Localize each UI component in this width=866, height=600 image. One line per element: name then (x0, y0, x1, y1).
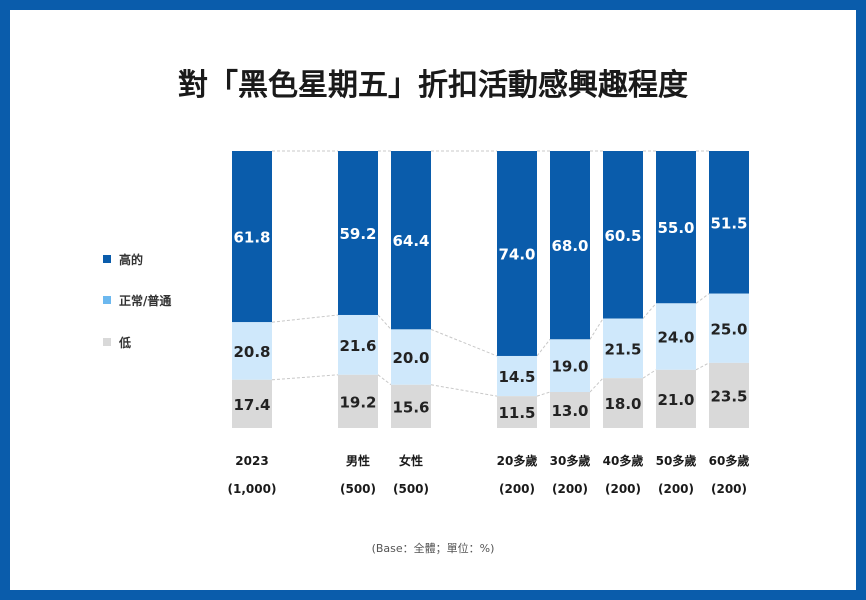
legend-swatch-high (103, 255, 111, 263)
bar-normal-7 (709, 293, 749, 363)
value-label-high-0: 61.8 (233, 229, 270, 247)
bar-high-2 (391, 151, 431, 330)
bar-high-7 (709, 151, 749, 294)
value-label-normal-6: 24.0 (657, 329, 694, 347)
bar-low-6 (656, 369, 696, 428)
connector-line (695, 293, 710, 304)
value-label-normal-4: 19.0 (551, 358, 588, 376)
legend-label-low: 低 (118, 335, 131, 350)
bar-low-7 (709, 362, 749, 428)
base-label-1: (500) (340, 482, 376, 496)
value-label-high-6: 55.0 (657, 219, 694, 237)
value-label-low-1: 19.2 (339, 393, 376, 411)
category-label-4: 30多歲 (550, 453, 591, 468)
bar-high-3 (497, 151, 537, 356)
connector-line (695, 362, 710, 371)
connector-line (589, 377, 604, 393)
category-label-0: 2023 (235, 454, 268, 468)
bars-group (232, 151, 749, 428)
bar-high-0 (232, 151, 272, 323)
legend-label-high: 高的 (119, 252, 143, 267)
bar-high-6 (656, 151, 696, 304)
value-label-normal-3: 14.5 (498, 368, 535, 386)
bar-normal-2 (391, 329, 431, 385)
bar-normal-5 (603, 318, 643, 379)
bar-low-2 (391, 384, 431, 428)
connector-line (271, 374, 339, 381)
value-label-high-1: 59.2 (339, 225, 376, 243)
category-label-7: 60多歲 (709, 453, 750, 468)
legend-swatch-normal (103, 296, 111, 304)
bar-low-4 (550, 391, 590, 428)
category-label-6: 50多歲 (656, 453, 697, 468)
connector-line (536, 391, 551, 397)
category-labels-group: 2023 (1,000) 男性 (500) 女性 (500) 20多歲 (200) 30多歲 (2… (228, 453, 750, 496)
connector-line (642, 303, 657, 319)
bar-high-5 (603, 151, 643, 319)
connector-line (642, 369, 657, 379)
value-label-low-3: 11.5 (498, 404, 535, 422)
bar-low-1 (338, 374, 378, 428)
value-label-low-6: 21.0 (657, 391, 694, 409)
legend-swatch-low (103, 338, 111, 346)
bar-normal-1 (338, 314, 378, 375)
connector-line (536, 339, 551, 357)
connector-lines (271, 150, 710, 397)
value-label-normal-0: 20.8 (233, 343, 270, 361)
connector-line (377, 314, 392, 330)
connector-line (430, 384, 498, 397)
value-label-low-4: 13.0 (551, 402, 588, 420)
base-label-0: (1,000) (228, 482, 277, 496)
value-label-normal-7: 25.0 (710, 320, 747, 338)
bar-high-1 (338, 151, 378, 315)
connector-line (430, 328, 498, 357)
value-label-normal-5: 21.5 (604, 340, 641, 358)
category-label-2: 女性 (399, 453, 423, 468)
category-label-3: 20多歲 (497, 453, 538, 468)
value-label-low-7: 23.5 (710, 387, 747, 405)
category-label-5: 40多歲 (603, 453, 644, 468)
bar-low-5 (603, 378, 643, 428)
legend: 高的 正常/普通 低 (103, 252, 171, 350)
bar-normal-6 (656, 303, 696, 370)
base-label-3: (200) (499, 482, 535, 496)
value-label-high-5: 60.5 (604, 227, 641, 245)
footnote: (Base：全體；單位：%) (372, 541, 495, 555)
value-label-normal-1: 21.6 (339, 337, 376, 355)
bar-normal-4 (550, 339, 590, 392)
connector-line (377, 374, 392, 386)
base-label-2: (500) (393, 482, 429, 496)
chart-title: 對「黑色星期五」折扣活動感興趣程度 (178, 68, 688, 103)
value-label-low-5: 18.0 (604, 395, 641, 413)
value-label-low-2: 15.6 (392, 398, 429, 416)
value-label-high-4: 68.0 (551, 237, 588, 255)
bar-normal-3 (497, 355, 537, 397)
bar-high-4 (550, 151, 590, 340)
value-labels-group: 61.8 20.8 17.4 59.2 21.6 19.2 64.4 20.0 15.6 74.0… (233, 214, 747, 422)
bar-low-0 (232, 379, 272, 428)
base-label-6: (200) (658, 482, 694, 496)
bar-low-3 (497, 396, 537, 428)
value-label-normal-2: 20.0 (392, 349, 429, 367)
connector-line (271, 314, 339, 323)
legend-label-normal: 正常/普通 (119, 293, 171, 308)
value-label-high-2: 64.4 (392, 232, 429, 250)
connector-line (589, 318, 604, 340)
base-label-5: (200) (605, 482, 641, 496)
base-label-7: (200) (711, 482, 747, 496)
bar-normal-0 (232, 322, 272, 380)
value-label-high-3: 74.0 (498, 245, 535, 263)
value-label-low-0: 17.4 (233, 396, 270, 414)
value-label-high-7: 51.5 (710, 214, 747, 232)
category-label-1: 男性 (346, 453, 370, 468)
base-label-4: (200) (552, 482, 588, 496)
